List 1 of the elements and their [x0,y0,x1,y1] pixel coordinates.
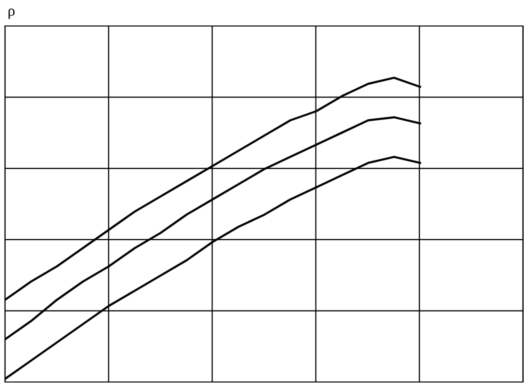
y-axis-title: ρ [8,8,15,19]
